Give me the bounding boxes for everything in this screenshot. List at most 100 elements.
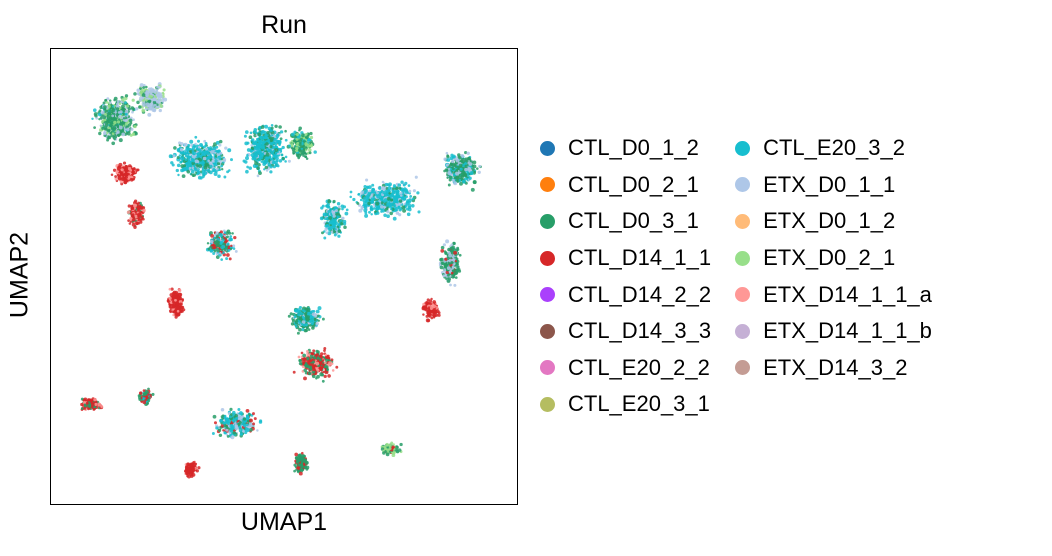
scatter-point	[451, 178, 455, 182]
scatter-point	[317, 314, 320, 318]
scatter-point	[80, 407, 84, 410]
scatter-point	[254, 161, 259, 166]
scatter-point	[145, 102, 150, 107]
scatter-point	[323, 347, 327, 350]
scatter-point	[279, 130, 284, 134]
scatter-point	[444, 168, 449, 172]
scatter-point	[275, 156, 279, 161]
scatter-point	[226, 242, 230, 246]
scatter-point	[312, 349, 316, 353]
scatter-point	[294, 325, 298, 328]
scatter-point	[408, 192, 412, 195]
scatter-point	[276, 159, 279, 163]
scatter-point	[392, 216, 397, 221]
scatter-point	[274, 163, 279, 168]
scatter-point	[147, 393, 150, 396]
scatter-point	[380, 186, 385, 190]
scatter-point	[117, 133, 121, 137]
scatter-point	[140, 88, 145, 93]
scatter-point	[212, 245, 216, 250]
scatter-point	[191, 145, 196, 150]
scatter-point	[83, 403, 87, 406]
scatter-point	[359, 198, 363, 202]
umap-scatter	[80, 82, 482, 479]
scatter-point	[202, 152, 207, 157]
scatter-point	[290, 146, 294, 150]
scatter-point	[114, 127, 117, 130]
scatter-point	[312, 367, 316, 372]
scatter-point	[457, 268, 461, 272]
scatter-point	[472, 180, 477, 185]
scatter-point	[451, 154, 456, 159]
scatter-point	[198, 154, 202, 158]
scatter-point	[315, 309, 320, 314]
scatter-point	[136, 88, 140, 92]
scatter-point	[250, 146, 255, 150]
scatter-point	[383, 213, 387, 218]
scatter-point	[284, 155, 288, 159]
scatter-point	[366, 193, 370, 198]
scatter-point	[217, 155, 222, 160]
scatter-point	[303, 357, 307, 361]
scatter-point	[116, 130, 120, 134]
scatter-point	[153, 90, 157, 94]
scatter-point	[215, 255, 220, 259]
scatter-point	[113, 117, 118, 121]
scatter-point	[132, 175, 136, 179]
scatter-point	[306, 315, 310, 319]
scatter-point	[446, 279, 451, 283]
scatter-point	[149, 106, 153, 111]
scatter-point	[113, 96, 118, 101]
scatter-point	[226, 253, 230, 257]
scatter-point	[174, 298, 177, 302]
scatter-point	[316, 374, 320, 379]
scatter-point	[278, 159, 283, 163]
scatter-point	[304, 364, 307, 367]
scatter-point	[309, 131, 313, 136]
scatter-point	[477, 170, 481, 174]
scatter-point	[103, 105, 107, 109]
scatter-point	[117, 111, 121, 114]
scatter-point	[311, 360, 315, 364]
scatter-point	[118, 114, 122, 119]
scatter-point	[269, 165, 273, 169]
scatter-point	[269, 170, 273, 174]
scatter-point	[265, 169, 269, 172]
scatter-point	[117, 177, 122, 181]
scatter-point	[139, 220, 143, 224]
scatter-point	[108, 99, 112, 102]
scatter-point	[125, 169, 129, 173]
scatter-point	[264, 136, 267, 139]
scatter-point	[324, 227, 328, 232]
scatter-point	[452, 241, 456, 246]
scatter-point	[131, 219, 135, 222]
scatter-point	[135, 107, 139, 111]
scatter-point	[145, 93, 149, 97]
scatter-point	[390, 207, 393, 211]
scatter-point	[393, 185, 397, 189]
scatter-point	[173, 146, 177, 150]
scatter-point	[447, 183, 451, 187]
scatter-point	[371, 183, 375, 187]
scatter-point	[305, 317, 308, 321]
scatter-point	[120, 168, 124, 172]
scatter-point	[158, 86, 161, 89]
scatter-point	[317, 306, 322, 311]
scatter-point	[373, 191, 377, 194]
scatter-point	[343, 225, 347, 230]
scatter-point	[155, 99, 160, 104]
scatter-point	[144, 398, 148, 402]
scatter-point	[128, 222, 132, 225]
scatter-point	[310, 352, 314, 355]
scatter-point	[144, 392, 147, 395]
scatter-point	[333, 233, 337, 237]
scatter-point	[293, 315, 297, 319]
scatter-point	[197, 145, 201, 149]
scatter-point	[97, 402, 102, 407]
scatter-point	[110, 173, 114, 177]
scatter-point	[352, 197, 356, 202]
scatter-point	[142, 400, 147, 405]
scatter-point	[168, 296, 172, 300]
scatter-point	[135, 221, 139, 226]
scatter-point	[109, 113, 112, 117]
